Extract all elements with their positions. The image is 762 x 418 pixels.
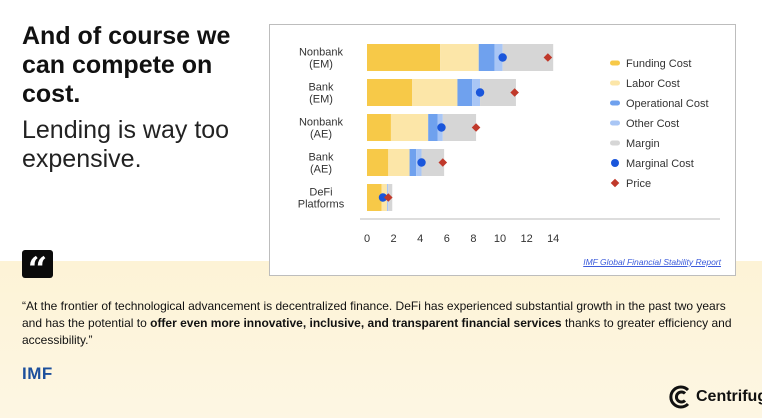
centrifuge-wordmark: Centrifuge — [696, 388, 762, 405]
bar-segment — [367, 184, 382, 211]
legend-label: Margin — [626, 138, 660, 150]
price-point — [471, 123, 481, 132]
bar-segment — [409, 149, 417, 176]
quote-icon: “ — [22, 250, 53, 290]
legend-swatch — [610, 140, 620, 146]
bar-segment — [367, 79, 413, 106]
legend-swatch — [610, 120, 620, 126]
legend-label: Marginal Cost — [626, 158, 694, 170]
bar-segment — [442, 114, 477, 141]
marginal-cost-point — [498, 53, 507, 62]
bar-segment — [478, 44, 495, 71]
price-point — [383, 193, 393, 202]
bar-segment — [421, 149, 445, 176]
x-tick-label: 2 — [391, 233, 397, 245]
bar-segment — [367, 44, 441, 71]
legend-swatch — [610, 60, 620, 66]
source-link[interactable]: IMF Global Financial Stability Report — [583, 257, 721, 267]
legend-label: Price — [626, 178, 651, 190]
category-label: DeFi Platforms — [298, 187, 345, 211]
bar-segment — [412, 79, 458, 106]
x-tick-label: 14 — [547, 233, 559, 245]
quote-background — [0, 261, 762, 418]
page-subtitle: Lending is way too expensive. — [22, 116, 230, 173]
imf-quote: “At the frontier of technological advanc… — [22, 298, 747, 349]
bar-segment — [388, 149, 410, 176]
centrifuge-ring-icon — [668, 384, 694, 410]
bar-segment — [390, 114, 429, 141]
quote-text-end: thanks to greater efficiency and accessi… — [22, 316, 732, 347]
marginal-cost-point — [378, 193, 388, 202]
x-tick-label: 10 — [494, 233, 506, 245]
centrifuge-logo: Centrifuge — [668, 382, 762, 412]
category-label: Bank (AE) — [308, 152, 334, 176]
x-tick-label: 0 — [364, 233, 370, 245]
x-tick-label: 4 — [417, 233, 423, 245]
category-label: Bank (EM) — [308, 82, 334, 106]
bar-segment — [367, 149, 389, 176]
price-point — [543, 53, 553, 62]
x-tick-label: 6 — [444, 233, 450, 245]
legend-label: Labor Cost — [626, 78, 680, 90]
marginal-cost-point — [475, 88, 485, 97]
category-label: Nonbank (EM) — [299, 47, 344, 71]
legend-label: Other Cost — [626, 118, 679, 130]
bar-segment — [367, 114, 391, 141]
legend-swatch — [610, 80, 620, 86]
bar-segment — [440, 44, 479, 71]
bar-segment — [457, 79, 473, 106]
marginal-cost-point — [437, 123, 446, 132]
cost-chart-card: Nonbank (EM) Bank (EM) Nonbank (AE) Bank (AE) De… — [269, 24, 736, 276]
marginal-cost-point — [417, 158, 426, 167]
price-point — [438, 158, 448, 167]
bar-segment — [480, 79, 516, 106]
x-tick-label: 12 — [520, 233, 532, 245]
legend-swatch — [611, 159, 619, 167]
bar-segment — [428, 114, 438, 141]
legend-label: Funding Cost — [626, 58, 691, 70]
x-tick-label: 8 — [470, 233, 476, 245]
cost-chart: Nonbank (EM) Bank (EM) Nonbank (AE) Bank (AE) De… — [298, 44, 720, 245]
legend-swatch — [610, 100, 620, 106]
imf-logo: IMF — [22, 364, 53, 383]
page-title: And of course we can compete on cost. — [22, 22, 231, 108]
legend-swatch — [610, 178, 620, 188]
quote-text-bold: offer even more innovative, inclusive, a… — [150, 316, 562, 330]
legend-label: Operational Cost — [626, 98, 709, 110]
quote-text-start: “At the frontier of technological advanc… — [22, 299, 726, 330]
category-label: Nonbank (AE) — [299, 117, 344, 141]
